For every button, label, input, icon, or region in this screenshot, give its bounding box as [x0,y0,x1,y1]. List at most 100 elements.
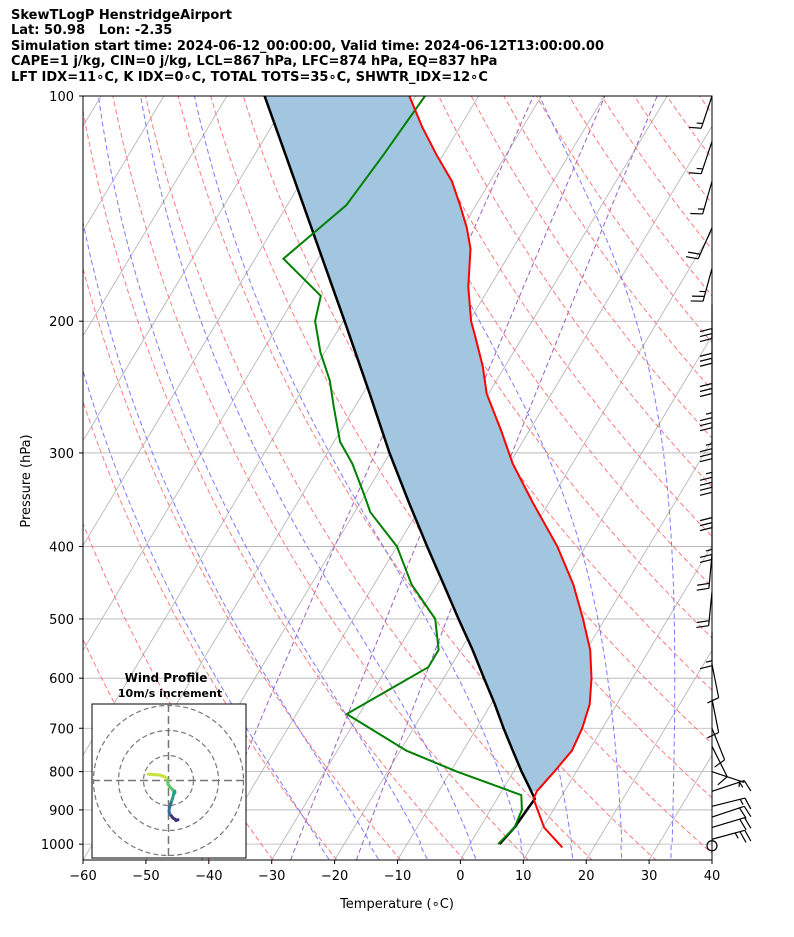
wind-barb [699,631,713,670]
wind-barb-full [739,831,747,843]
wind-barb-shaft [711,805,745,818]
wind-barb-half [705,548,713,552]
wind-barb-half [739,781,744,788]
wind-barb-shaft [697,227,713,260]
wind-barb-half [705,471,713,475]
wind-barb-full [688,172,702,175]
wind-barb-full [699,481,713,486]
wind-barb-half [734,832,739,839]
wind-barb-full [699,553,713,559]
wind-barb [699,525,713,564]
wind-barb [696,591,713,629]
dry-adiabat [340,96,712,639]
wind-barb [711,805,752,819]
wind-barb-shaft [711,817,745,829]
x-tick-label: −20 [321,869,348,884]
moist-adiabat [373,96,623,860]
wind-barb-shaft [711,797,746,807]
y-tick-label: 500 [49,613,74,628]
wind-barb-full [707,697,719,704]
location-line: Lat: 50.98 Lon: -2.35 [11,23,173,39]
wind-barb-full [739,818,747,831]
wind-barb-shaft [700,95,713,129]
wind-barb [690,268,713,302]
dry-adiabat [112,96,529,860]
wind-barb-full [699,382,713,388]
wind-barb [707,664,720,704]
wind-barb [711,771,745,788]
x-tick-label: 10 [515,869,532,884]
wind-barb [690,181,713,215]
isotherm-line [522,544,712,860]
isotherm-line [585,649,712,860]
moist-adiabat [83,219,380,860]
wind-barb-full [714,759,725,768]
wind-barb-full [699,392,713,398]
wind-barb-full [699,357,713,362]
y-tick-label: 800 [49,766,74,781]
y-tick-label: 100 [49,90,74,105]
y-axis-label: Pressure (hPa) [19,434,34,527]
dry-adiabat [144,96,593,860]
y-tick-label: 1000 [41,838,74,853]
cape-shading [264,96,592,792]
y-tick-label: 700 [49,722,74,737]
x-tick-label: 20 [578,869,595,884]
x-tick-label: 40 [704,869,721,884]
isotherm-line [648,754,712,860]
wind-barb-full [699,448,713,453]
wind-barb-shaft [711,699,720,733]
wind-barb-full [699,362,713,367]
wind-barb-full [699,522,713,527]
wind-barb-full [739,807,747,819]
wind-barb-shaft [711,664,720,698]
wind-barb [707,699,720,739]
wind-barb-half [739,798,744,805]
x-axis-label: Temperature (∘C) [339,897,454,912]
wind-barb-full [699,486,713,491]
wind-barb [711,829,752,843]
dry-adiabat [405,96,712,538]
wind-barb-full [707,731,719,739]
wind-barb-full [687,251,701,255]
x-tick-label: 0 [456,869,464,884]
dry-adiabat [83,266,402,860]
wind-barb [711,780,752,792]
dry-adiabat [438,96,712,488]
mixing-ratio-line [355,96,658,860]
wind-barb-full [696,625,709,629]
wind-barb-shaft [711,746,728,777]
x-tick-label: −10 [384,869,411,884]
x-tick-label: −30 [258,869,285,884]
wind-barb-full [699,337,713,343]
wind-barb-half [705,412,713,415]
wind-barb-full [744,817,752,829]
wind-barb-shaft [702,181,713,215]
dewpoint-profile-line [281,96,523,845]
wind-barb-full [699,422,713,427]
wind-barb-full [699,332,713,338]
wind-barb-full [685,256,699,260]
wind-barb-full [699,427,713,432]
wind-barb-full [743,780,752,792]
y-tick-label: 600 [49,672,74,687]
y-tick-label: 400 [49,540,74,555]
wind-barb [711,746,728,786]
wind-barb-full [699,352,713,357]
isotherm-line [397,335,712,860]
isotherm-line [0,23,19,903]
x-tick-label: −60 [69,869,96,884]
isotherm-line [83,96,165,232]
dry-adiabat [83,108,466,860]
isotherm-line [83,96,291,442]
hodograph-subtitle: 10m/s increment [118,687,222,700]
wind-barb-full [743,805,752,818]
dry-adiabat [698,96,712,115]
x-tick-label: −50 [132,869,159,884]
moist-adiabat [720,62,762,866]
time-line: Simulation start time: 2024-06-12_00:00:… [11,38,604,54]
wind-barb [699,458,713,496]
cape-line: CAPE=1 j/kg, CIN=0 j/kg, LCL=867 hPa, LF… [11,54,498,70]
isotherm-line [83,96,228,337]
chart-title: SkewTLogP HenstridgeAirport [11,8,232,23]
